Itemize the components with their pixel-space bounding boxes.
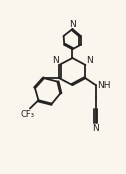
Text: NH: NH	[97, 81, 111, 90]
Text: N: N	[52, 56, 59, 65]
Text: CF₃: CF₃	[20, 110, 35, 119]
Text: N: N	[86, 56, 92, 65]
Text: N: N	[69, 20, 75, 29]
Text: N: N	[92, 124, 99, 133]
